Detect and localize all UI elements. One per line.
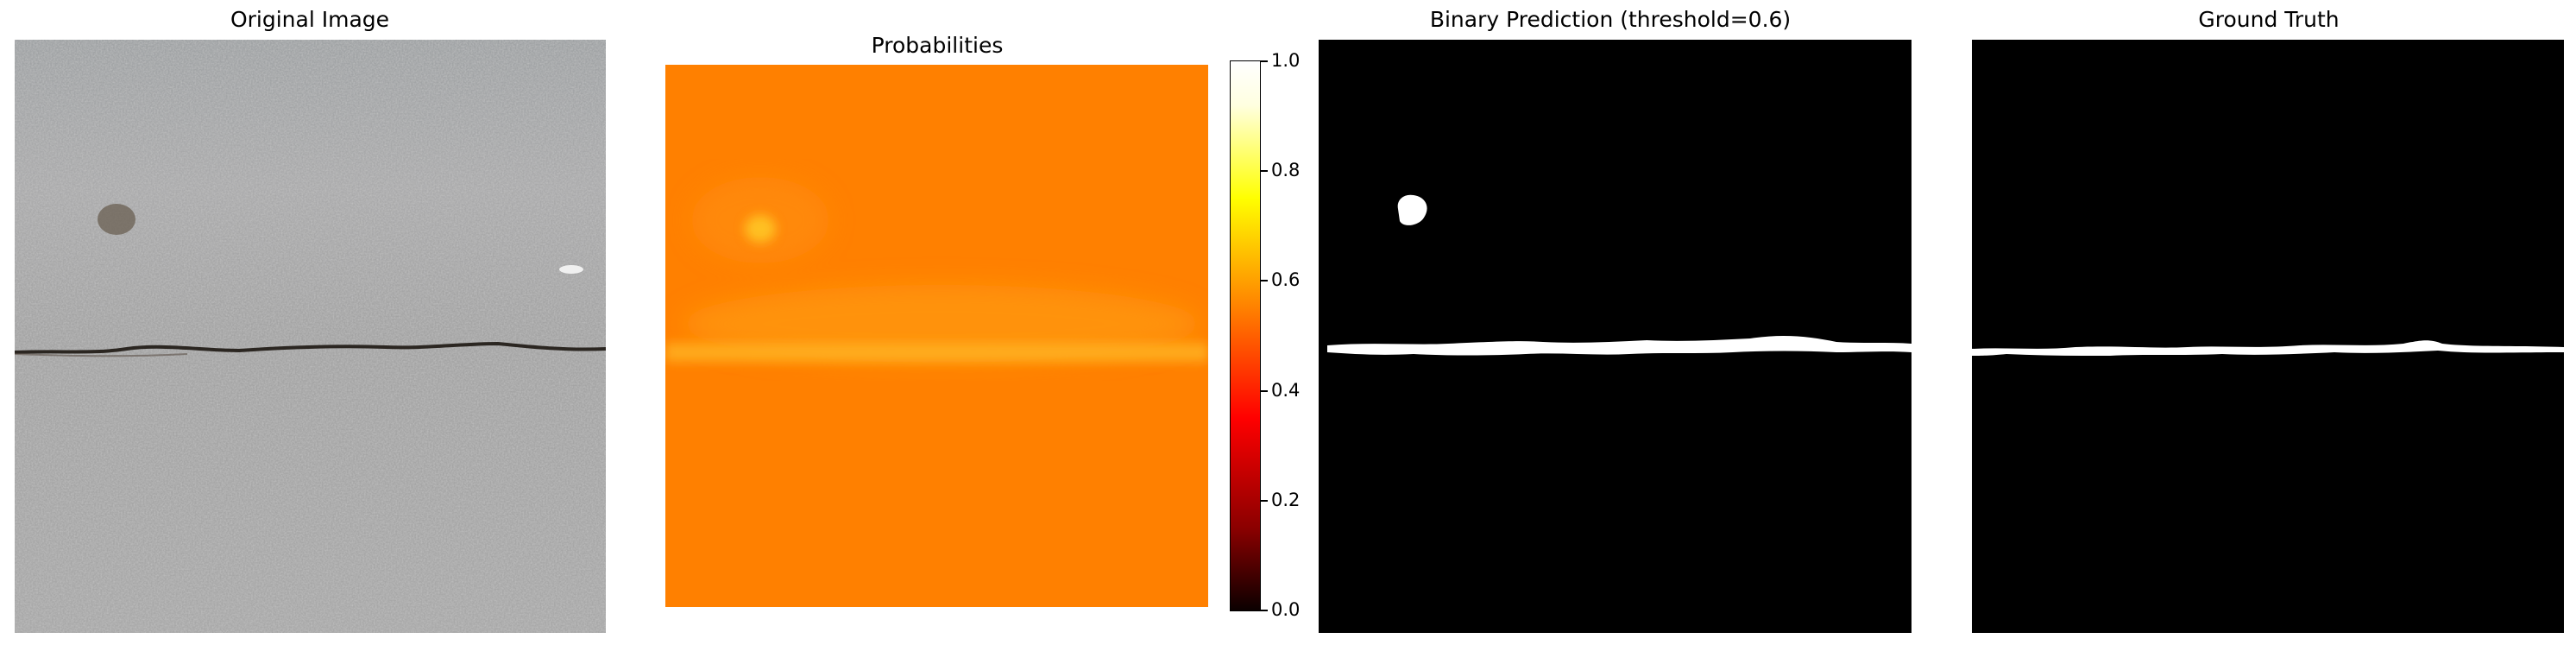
- probabilities-title: Probabilities: [871, 33, 1004, 58]
- original-image-title: Original Image: [230, 7, 390, 32]
- predicted-spot: [1397, 194, 1427, 225]
- colorbar-tick-label: 0.8: [1271, 160, 1301, 181]
- colorbar-tick-label: 0.0: [1271, 599, 1301, 620]
- colorbar-tick-mark: [1261, 60, 1268, 62]
- binary-prediction-title: Binary Prediction (threshold=0.6): [1429, 7, 1792, 32]
- probability-spot: [745, 215, 776, 243]
- colorbar-tick-mark: [1261, 280, 1268, 282]
- predicted-crack: [1327, 336, 1912, 356]
- colorbar-tick-label: 0.4: [1271, 379, 1301, 401]
- original-image-panel: [15, 40, 606, 633]
- ground-truth-title: Ground Truth: [2198, 7, 2340, 32]
- colorbar-tick-label: 0.6: [1271, 269, 1301, 291]
- colorbar-tick-mark: [1261, 499, 1268, 502]
- colorbar: [1230, 60, 1261, 611]
- probability-crack-band: [665, 343, 1208, 362]
- pavement-photo: [15, 40, 606, 633]
- ground-truth-panel: [1972, 40, 2564, 633]
- colorbar-tick-mark: [1261, 610, 1268, 611]
- ground-truth-crack: [1972, 340, 2564, 356]
- colorbar-tick-mark: [1261, 389, 1268, 392]
- probabilities-heatmap: [665, 65, 1208, 607]
- colorbar-tick-label: 0.2: [1271, 489, 1301, 510]
- binary-prediction-panel: [1319, 40, 1912, 633]
- colorbar-tick-mark: [1261, 170, 1268, 173]
- colorbar-tick-label: 1.0: [1271, 50, 1301, 71]
